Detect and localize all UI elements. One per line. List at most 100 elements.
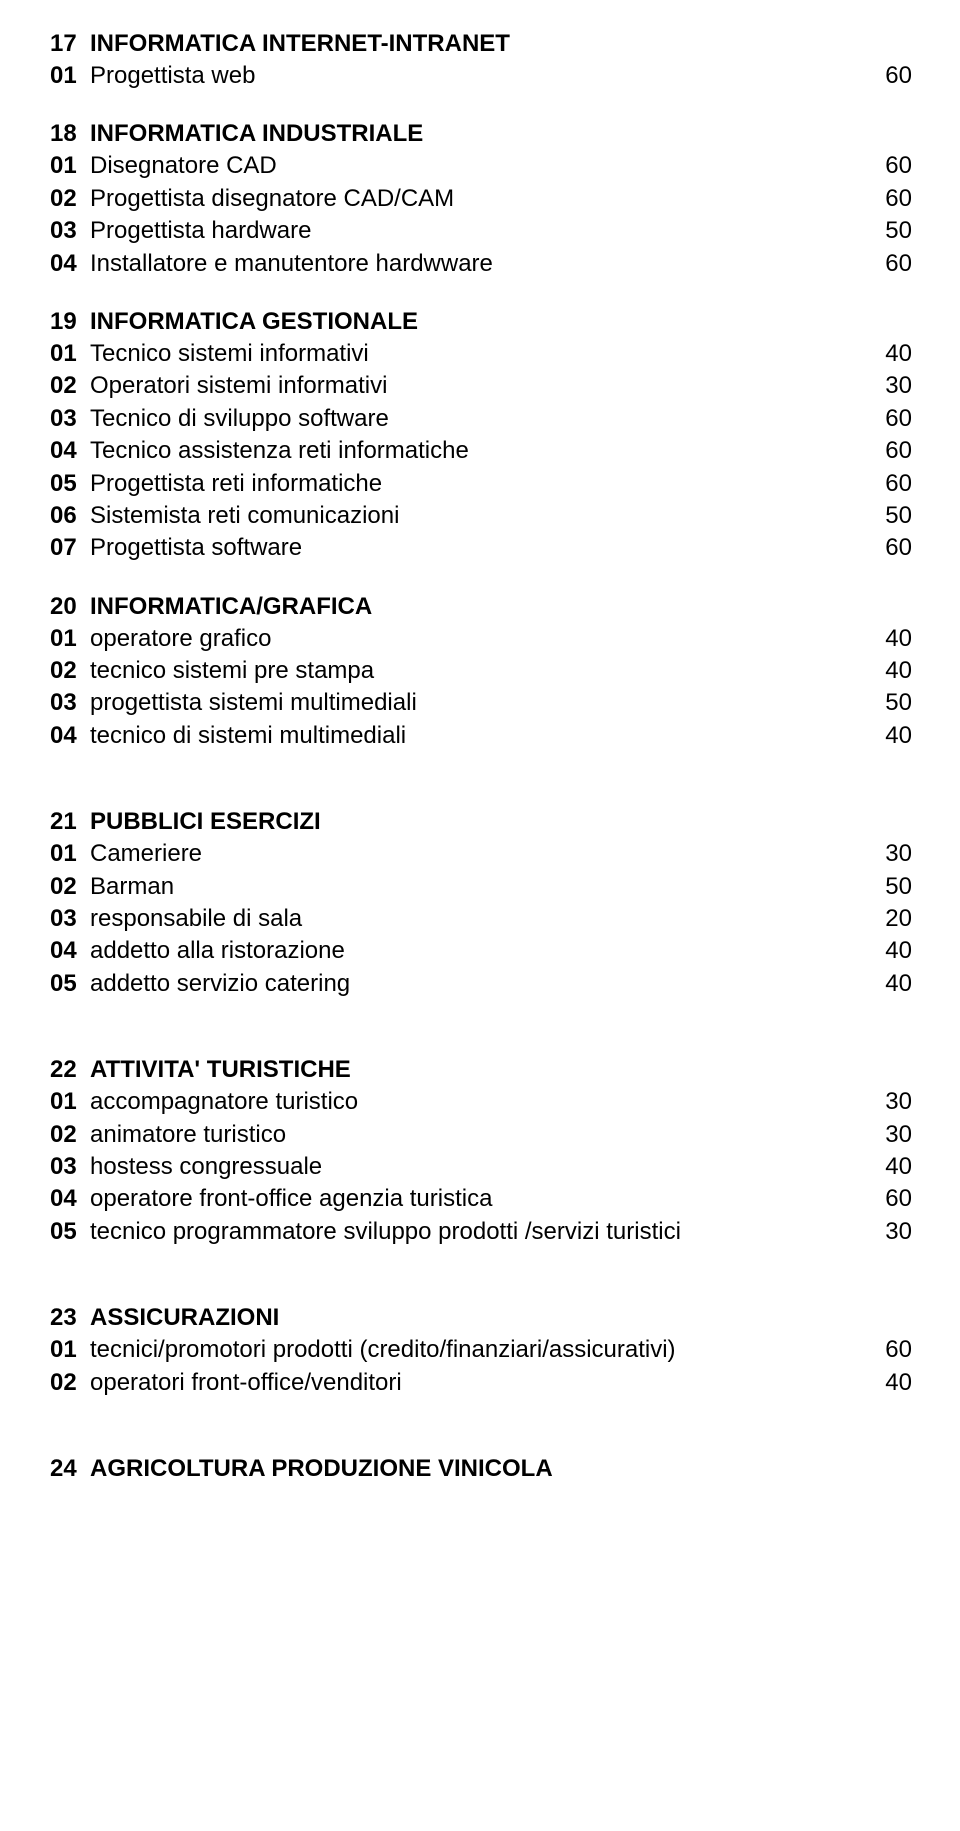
list-item: 05Progettista reti informatiche60: [50, 468, 920, 500]
item-label: tecnici/promotori prodotti (credito/fina…: [90, 1334, 862, 1366]
item-value: 60: [862, 435, 920, 467]
list-item: 01operatore grafico40: [50, 623, 920, 655]
item-number: 02: [50, 370, 90, 402]
section-number: 21: [50, 808, 90, 836]
item-label: Tecnico sistemi informativi: [90, 338, 862, 370]
section-header: 17INFORMATICA INTERNET-INTRANET: [50, 30, 920, 58]
section-header: 20INFORMATICA/GRAFICA: [50, 593, 920, 621]
item-value: 40: [862, 623, 920, 655]
section-header: 24AGRICOLTURA PRODUZIONE VINICOLA: [50, 1455, 920, 1483]
list-item: 02tecnico sistemi pre stampa40: [50, 655, 920, 687]
item-number: 02: [50, 1119, 90, 1151]
section: 20INFORMATICA/GRAFICA01operatore grafico…: [50, 593, 920, 753]
section-header: 22ATTIVITA' TURISTICHE: [50, 1056, 920, 1084]
item-label: Progettista reti informatiche: [90, 468, 862, 500]
list-item: 01Progettista web60: [50, 60, 920, 92]
item-number: 01: [50, 1086, 90, 1118]
section: 21PUBBLICI ESERCIZI01Cameriere3002Barman…: [50, 808, 920, 1000]
section-number: 20: [50, 593, 90, 621]
section-number: 24: [50, 1455, 90, 1483]
section: 24AGRICOLTURA PRODUZIONE VINICOLA: [50, 1455, 920, 1483]
item-label: operatori front-office/venditori: [90, 1367, 862, 1399]
section-title: INFORMATICA GESTIONALE: [90, 308, 418, 336]
list-item: 04addetto alla ristorazione40: [50, 935, 920, 967]
section-number: 17: [50, 30, 90, 58]
section-title: ASSICURAZIONI: [90, 1304, 279, 1332]
item-value: 50: [862, 687, 920, 719]
item-label: Installatore e manutentore hardwware: [90, 248, 862, 280]
item-label: tecnico programmatore sviluppo prodotti …: [90, 1216, 862, 1248]
item-number: 01: [50, 838, 90, 870]
section: 23ASSICURAZIONI01tecnici/promotori prodo…: [50, 1304, 920, 1399]
item-number: 07: [50, 532, 90, 564]
item-value: 60: [862, 1183, 920, 1215]
item-label: accompagnatore turistico: [90, 1086, 862, 1118]
item-label: tecnico sistemi pre stampa: [90, 655, 862, 687]
item-label: tecnico di sistemi multimediali: [90, 720, 862, 752]
item-number: 01: [50, 623, 90, 655]
list-item: 04Installatore e manutentore hardwware60: [50, 248, 920, 280]
list-item: 04tecnico di sistemi multimediali40: [50, 720, 920, 752]
list-item: 06Sistemista reti comunicazioni50: [50, 500, 920, 532]
section-title: ATTIVITA' TURISTICHE: [90, 1056, 351, 1084]
list-item: 02Operatori sistemi informativi30: [50, 370, 920, 402]
item-number: 02: [50, 183, 90, 215]
item-number: 04: [50, 1183, 90, 1215]
list-item: 02operatori front-office/venditori40: [50, 1367, 920, 1399]
item-label: Progettista hardware: [90, 215, 862, 247]
item-number: 04: [50, 248, 90, 280]
list-item: 01Cameriere30: [50, 838, 920, 870]
item-number: 04: [50, 720, 90, 752]
section-header: 19INFORMATICA GESTIONALE: [50, 308, 920, 336]
item-value: 60: [862, 150, 920, 182]
item-label: progettista sistemi multimediali: [90, 687, 862, 719]
item-value: 40: [862, 1151, 920, 1183]
item-value: 20: [862, 903, 920, 935]
item-value: 60: [862, 1334, 920, 1366]
item-number: 04: [50, 935, 90, 967]
item-label: Cameriere: [90, 838, 862, 870]
section: 22ATTIVITA' TURISTICHE01accompagnatore t…: [50, 1056, 920, 1248]
section: 19INFORMATICA GESTIONALE01Tecnico sistem…: [50, 308, 920, 565]
list-item: 05tecnico programmatore sviluppo prodott…: [50, 1216, 920, 1248]
item-label: operatore grafico: [90, 623, 862, 655]
item-number: 04: [50, 435, 90, 467]
item-number: 02: [50, 1367, 90, 1399]
page-root: 17INFORMATICA INTERNET-INTRANET01Progett…: [0, 0, 960, 1561]
item-value: 40: [862, 720, 920, 752]
item-value: 40: [862, 1367, 920, 1399]
item-label: Progettista software: [90, 532, 862, 564]
item-number: 02: [50, 655, 90, 687]
item-value: 30: [862, 370, 920, 402]
item-label: addetto alla ristorazione: [90, 935, 862, 967]
item-label: addetto servizio catering: [90, 968, 862, 1000]
section-header: 23ASSICURAZIONI: [50, 1304, 920, 1332]
list-item: 03Tecnico di sviluppo software60: [50, 403, 920, 435]
item-label: responsabile di sala: [90, 903, 862, 935]
item-value: 60: [862, 248, 920, 280]
item-number: 01: [50, 60, 90, 92]
item-value: 30: [862, 838, 920, 870]
item-number: 05: [50, 468, 90, 500]
list-item: 03hostess congressuale40: [50, 1151, 920, 1183]
item-value: 30: [862, 1216, 920, 1248]
item-number: 03: [50, 215, 90, 247]
item-label: Barman: [90, 871, 862, 903]
section: 18INFORMATICA INDUSTRIALE01Disegnatore C…: [50, 120, 920, 280]
list-item: 04Tecnico assistenza reti informatiche60: [50, 435, 920, 467]
item-value: 50: [862, 871, 920, 903]
item-value: 50: [862, 500, 920, 532]
section-number: 18: [50, 120, 90, 148]
list-item: 04operatore front-office agenzia turisti…: [50, 1183, 920, 1215]
item-value: 50: [862, 215, 920, 247]
item-value: 60: [862, 183, 920, 215]
item-value: 40: [862, 655, 920, 687]
list-item: 03responsabile di sala20: [50, 903, 920, 935]
item-value: 60: [862, 468, 920, 500]
list-item: 03Progettista hardware50: [50, 215, 920, 247]
item-number: 02: [50, 871, 90, 903]
list-item: 01accompagnatore turistico30: [50, 1086, 920, 1118]
item-number: 03: [50, 903, 90, 935]
item-value: 60: [862, 403, 920, 435]
item-label: Tecnico di sviluppo software: [90, 403, 862, 435]
